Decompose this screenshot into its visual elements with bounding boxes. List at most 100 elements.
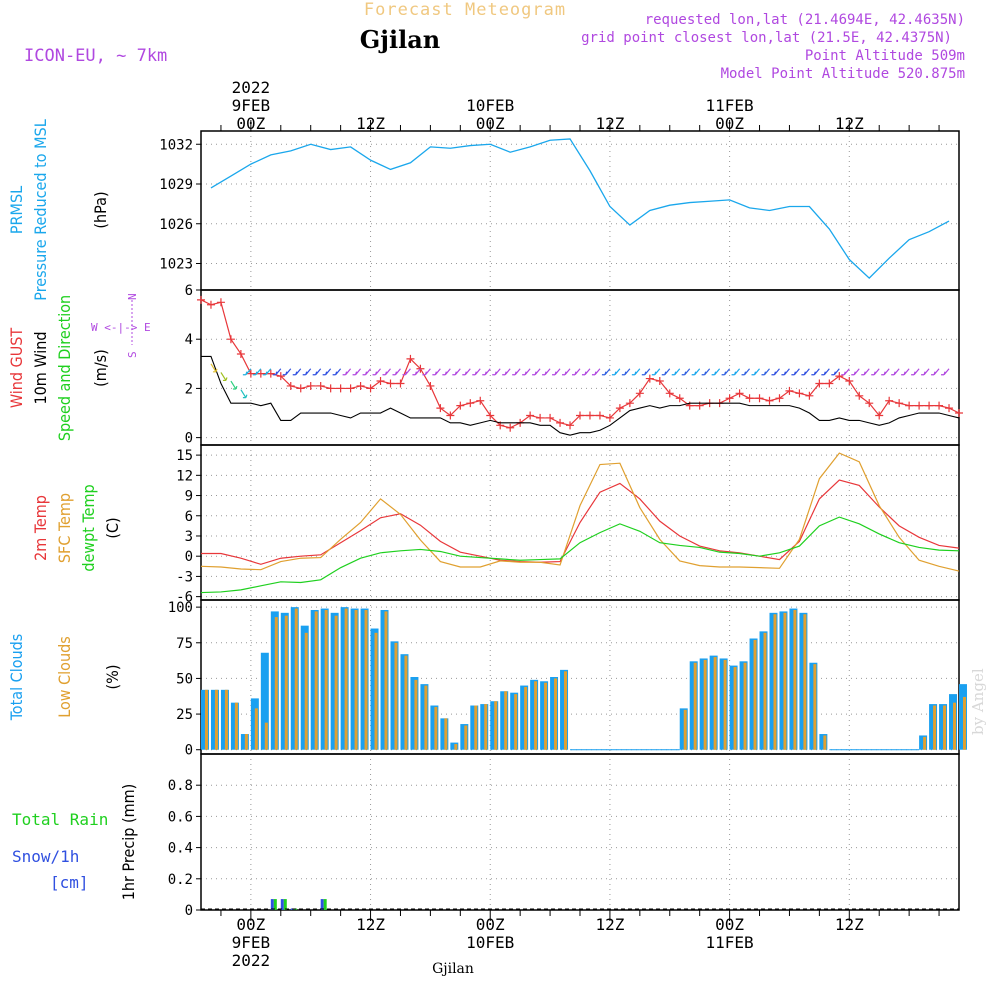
top-time-label: 00Z [476,114,505,133]
wind-arrow [492,368,501,376]
wind-arrow [302,368,312,376]
total-rain-label: Total Rain [12,810,108,829]
dewpoint-label: dewpt Temp [79,484,98,571]
bottom-year-label: 2022 [232,951,271,970]
gust-point [865,399,874,408]
gust-point [615,404,624,413]
gust-point [376,377,385,386]
low-cloud-bar [803,614,807,750]
gust-point [655,377,664,386]
gust-point [845,377,854,386]
wind-unit: (m/s) [91,349,110,387]
low-cloud-bar [384,611,388,750]
gust-point [426,381,435,390]
gust-point [306,381,315,390]
y-tick-label: 12 [176,468,193,484]
bottom-time-label: 00Z [236,915,265,934]
low-cloud-bar [304,632,308,750]
low-cloud-bar [504,691,508,750]
gust-point [895,399,904,408]
gust-point [476,396,485,405]
pressure-unit: (hPa) [91,191,110,228]
y-tick-label: 1032 [159,137,193,153]
low-cloud-bar [953,702,957,750]
gust-point [396,379,405,388]
low-cloud-bar [683,709,687,750]
wind-arrow [432,368,441,376]
gust-point [486,411,495,420]
top-day-label: 9FEB [232,96,271,115]
gust-point [855,391,864,400]
wind-arrow [562,368,571,376]
rain-bar [283,899,287,910]
gust-line [200,299,960,429]
y-tick-label: 6 [185,283,193,299]
gust-point [216,298,225,307]
wind-arrow [332,368,342,376]
low-cloud-bar [783,612,787,750]
gust-point [825,379,834,388]
wind-arrow [641,368,651,376]
top-day-label: 11FEB [706,96,754,115]
snow-bar [270,899,274,910]
gust-point [326,384,335,393]
gust-point [226,335,235,344]
gust-point [197,295,205,304]
side-labels: N W <-|-> E S PRMSL Pressure Reduced to MSL (… [7,119,151,900]
precip-frame [200,753,960,911]
wind-frame [200,289,960,446]
gust-point [336,384,345,393]
y-tick-label: 0.4 [168,841,193,857]
wind-arrow [262,368,272,376]
wind-arrow [921,368,930,376]
low-cloud-bar [494,701,498,750]
compass-south: S [126,351,139,358]
wind-arrow [422,368,431,376]
gust-point [276,372,285,381]
gust-point [316,381,325,390]
wind-arrow [781,368,790,376]
wind-panel: 6 4 2 0 [185,283,960,447]
gust-point [835,372,844,381]
gust-point [206,300,215,309]
footer-station: Gjilan [432,961,474,977]
bottom-time-label: 12Z [835,915,864,934]
low-cloud-bar [404,655,408,750]
gust-point [605,413,614,422]
wind-arrow [741,368,751,376]
wind-arrow [691,368,701,376]
wind-arrow [591,368,601,376]
wind-arrow [532,368,541,376]
wind-arrow [272,368,282,376]
wind-arrow [711,368,721,376]
y-tick-label: 0 [185,743,193,759]
gust-point [506,423,515,432]
wind-arrow [631,368,641,376]
low-cloud-bar [414,679,418,750]
temperature-unit: (C) [103,517,122,538]
low-cloud-bar [743,662,747,750]
gridpoint-location: grid point closest lon,lat (21.5E, 42.43… [581,30,952,46]
wind-arrow [681,368,691,376]
compass-west-east: W <-|-> E [91,321,151,334]
y-tick-label: 0 [185,431,193,447]
low-cloud-bar [534,681,538,750]
wind-arrow [761,368,770,376]
low-cloud-bar [464,725,468,750]
pressure-panel: 1032 1029 1026 1023 [159,130,960,291]
model-altitude: Model Point Altitude 520.875m [721,66,965,82]
low-cloud-bar [424,685,428,750]
gust-point [595,411,604,420]
wind-arrow [220,372,228,382]
rain-bar [323,899,327,910]
wind-arrow [891,368,900,376]
low-cloud-bar [713,657,717,750]
low-cloud-bar [703,659,707,750]
clouds-panel: 100 75 50 25 0 [168,599,960,759]
wind-arrow [230,380,238,390]
bottom-time-label: 00Z [715,915,744,934]
y-tick-label: -6 [176,590,193,606]
wind-arrow [502,368,511,376]
low-cloud-bar [254,708,258,750]
